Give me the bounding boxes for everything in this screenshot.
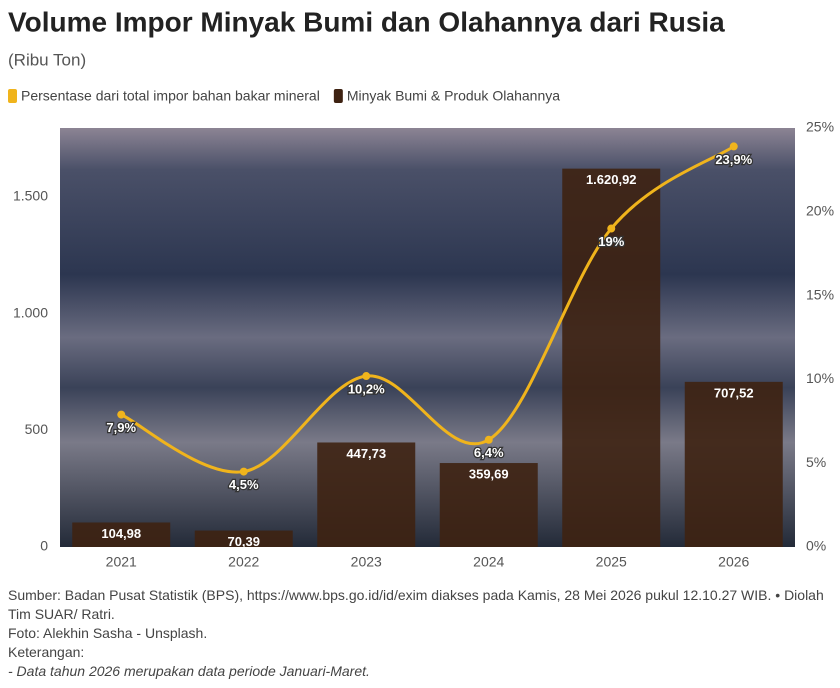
legend-label: Persentase dari total impor bahan bakar … [21, 88, 320, 104]
line-point [607, 224, 616, 233]
y-tick-label: 0 [40, 538, 48, 554]
bar-value-label: 707,52 [714, 385, 754, 400]
y2-tick-label: 20% [806, 203, 834, 219]
bar-value-label: 359,69 [469, 466, 509, 481]
bar [194, 530, 293, 547]
legend: Persentase dari total impor bahan bakar … [8, 88, 560, 104]
bar-value-label: 1.620,92 [586, 172, 637, 187]
legend-swatch [8, 89, 17, 103]
x-tick-label: 2021 [106, 554, 137, 570]
legend-swatch [333, 89, 343, 103]
line-value-label: 4,5% [229, 477, 259, 492]
notes-title: Keterangan: [8, 644, 85, 660]
bar [439, 463, 538, 547]
y2-tick-label: 5% [806, 454, 826, 470]
x-tick-label: 2025 [596, 554, 627, 570]
x-tick-label: 2024 [473, 554, 504, 570]
line-value-label: 6,4% [474, 445, 504, 460]
chart-subtitle: (Ribu Ton) [8, 50, 86, 69]
legend-label: Minyak Bumi & Produk Olahannya [347, 88, 560, 104]
y2-tick-label: 25% [806, 119, 834, 135]
bar [317, 442, 416, 547]
bar-value-label: 104,98 [101, 526, 141, 541]
line-point [484, 435, 493, 444]
bar [72, 522, 171, 547]
bar-value-label: 447,73 [346, 446, 386, 461]
line-value-label: 7,9% [106, 420, 136, 435]
y2-tick-label: 10% [806, 370, 834, 386]
line-value-label: 23,9% [715, 152, 752, 167]
photo-credit: Foto: Alekhin Sasha - Unsplash. [8, 625, 208, 641]
x-tick-label: 2026 [718, 554, 749, 570]
y2-tick-label: 15% [806, 286, 834, 302]
y-tick-label: 1.500 [13, 188, 48, 204]
note: - Data tahun 2026 merupakan data periode… [8, 663, 370, 679]
y-tick-label: 1.000 [13, 304, 48, 320]
line-value-label: 10,2% [348, 381, 385, 396]
y2-tick-label: 0% [806, 538, 826, 554]
x-tick-label: 2023 [351, 554, 382, 570]
bar [684, 381, 783, 547]
source: Sumber: Badan Pusat Statistik (BPS), htt… [8, 587, 824, 622]
chart-title: Volume Impor Minyak Bumi dan Olahannya d… [8, 6, 725, 37]
background-photo [60, 128, 795, 547]
footer: Sumber: Badan Pusat Statistik (BPS), htt… [8, 586, 830, 681]
y-tick-label: 500 [25, 421, 49, 437]
line [120, 145, 735, 474]
line-value-label: 19% [598, 234, 624, 249]
line-point [729, 142, 738, 151]
line-point [362, 372, 371, 381]
line-point [239, 467, 248, 476]
line-point [117, 410, 126, 419]
chart: Volume Impor Minyak Bumi dan Olahannya d… [8, 6, 834, 570]
bar-value-label: 70,39 [227, 534, 260, 549]
x-tick-label: 2022 [228, 554, 259, 570]
